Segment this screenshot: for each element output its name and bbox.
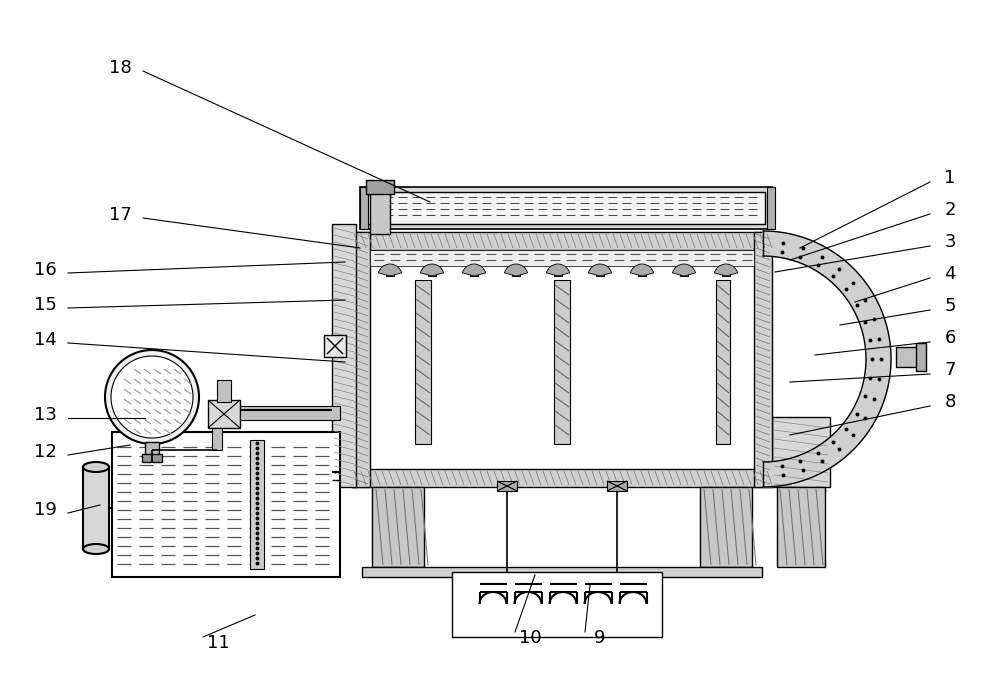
Bar [596,266,604,276]
Bar [352,232,772,250]
Bar [386,266,394,276]
Wedge shape [714,264,738,276]
Text: 9: 9 [594,629,606,647]
Bar [217,380,231,402]
Text: 1: 1 [944,169,956,187]
Text: 14: 14 [34,331,56,349]
Wedge shape [588,264,612,276]
Ellipse shape [83,544,109,554]
Bar [772,417,830,487]
Bar [497,481,517,491]
Text: 3: 3 [944,233,956,251]
Bar [360,187,368,229]
Bar [554,266,562,276]
Text: 2: 2 [944,201,956,219]
Bar [716,280,730,444]
Bar [83,467,109,549]
Bar [554,280,570,444]
Bar [607,481,627,491]
Bar [240,406,340,420]
Wedge shape [420,264,444,276]
Bar [365,192,765,224]
Bar [415,280,431,444]
Bar [366,180,394,194]
Wedge shape [630,264,654,276]
Text: 12: 12 [34,443,56,461]
Circle shape [111,356,193,438]
Bar [896,347,924,367]
Bar [352,232,370,487]
Bar [916,343,926,371]
Bar [700,487,752,567]
Bar [208,400,240,428]
Bar [370,192,390,234]
Bar [324,335,346,357]
Wedge shape [672,264,696,276]
Bar [362,567,762,577]
Bar [638,266,646,276]
Ellipse shape [83,462,109,472]
Bar [452,572,662,637]
Bar [212,428,222,450]
Bar [352,469,772,487]
Bar [360,187,772,229]
Circle shape [105,350,199,444]
Text: 5: 5 [944,297,956,315]
Wedge shape [546,264,570,276]
Bar [777,487,825,567]
Text: 7: 7 [944,361,956,379]
Bar [370,250,754,266]
Text: 18: 18 [109,59,131,77]
Wedge shape [504,264,528,276]
Bar [428,266,436,276]
Bar [112,432,340,577]
Bar [512,266,520,276]
Text: 8: 8 [944,393,956,411]
Text: 10: 10 [519,629,541,647]
Bar [332,224,356,487]
Bar [754,232,772,487]
Bar [767,187,775,229]
Text: 13: 13 [34,406,56,424]
Text: 16: 16 [34,261,56,279]
Bar [145,442,159,458]
Bar [250,440,264,569]
Polygon shape [763,231,891,487]
Bar [370,250,754,469]
Text: 11: 11 [207,634,229,652]
Text: 15: 15 [34,296,56,314]
Bar [470,266,478,276]
Bar [680,266,688,276]
Text: 19: 19 [34,501,56,519]
Text: 17: 17 [109,206,131,224]
Text: 6: 6 [944,329,956,347]
Bar [722,266,730,276]
Bar [372,487,424,567]
Bar [370,182,390,196]
Bar [142,454,162,462]
Wedge shape [462,264,486,276]
Text: 4: 4 [944,265,956,283]
Wedge shape [378,264,402,276]
